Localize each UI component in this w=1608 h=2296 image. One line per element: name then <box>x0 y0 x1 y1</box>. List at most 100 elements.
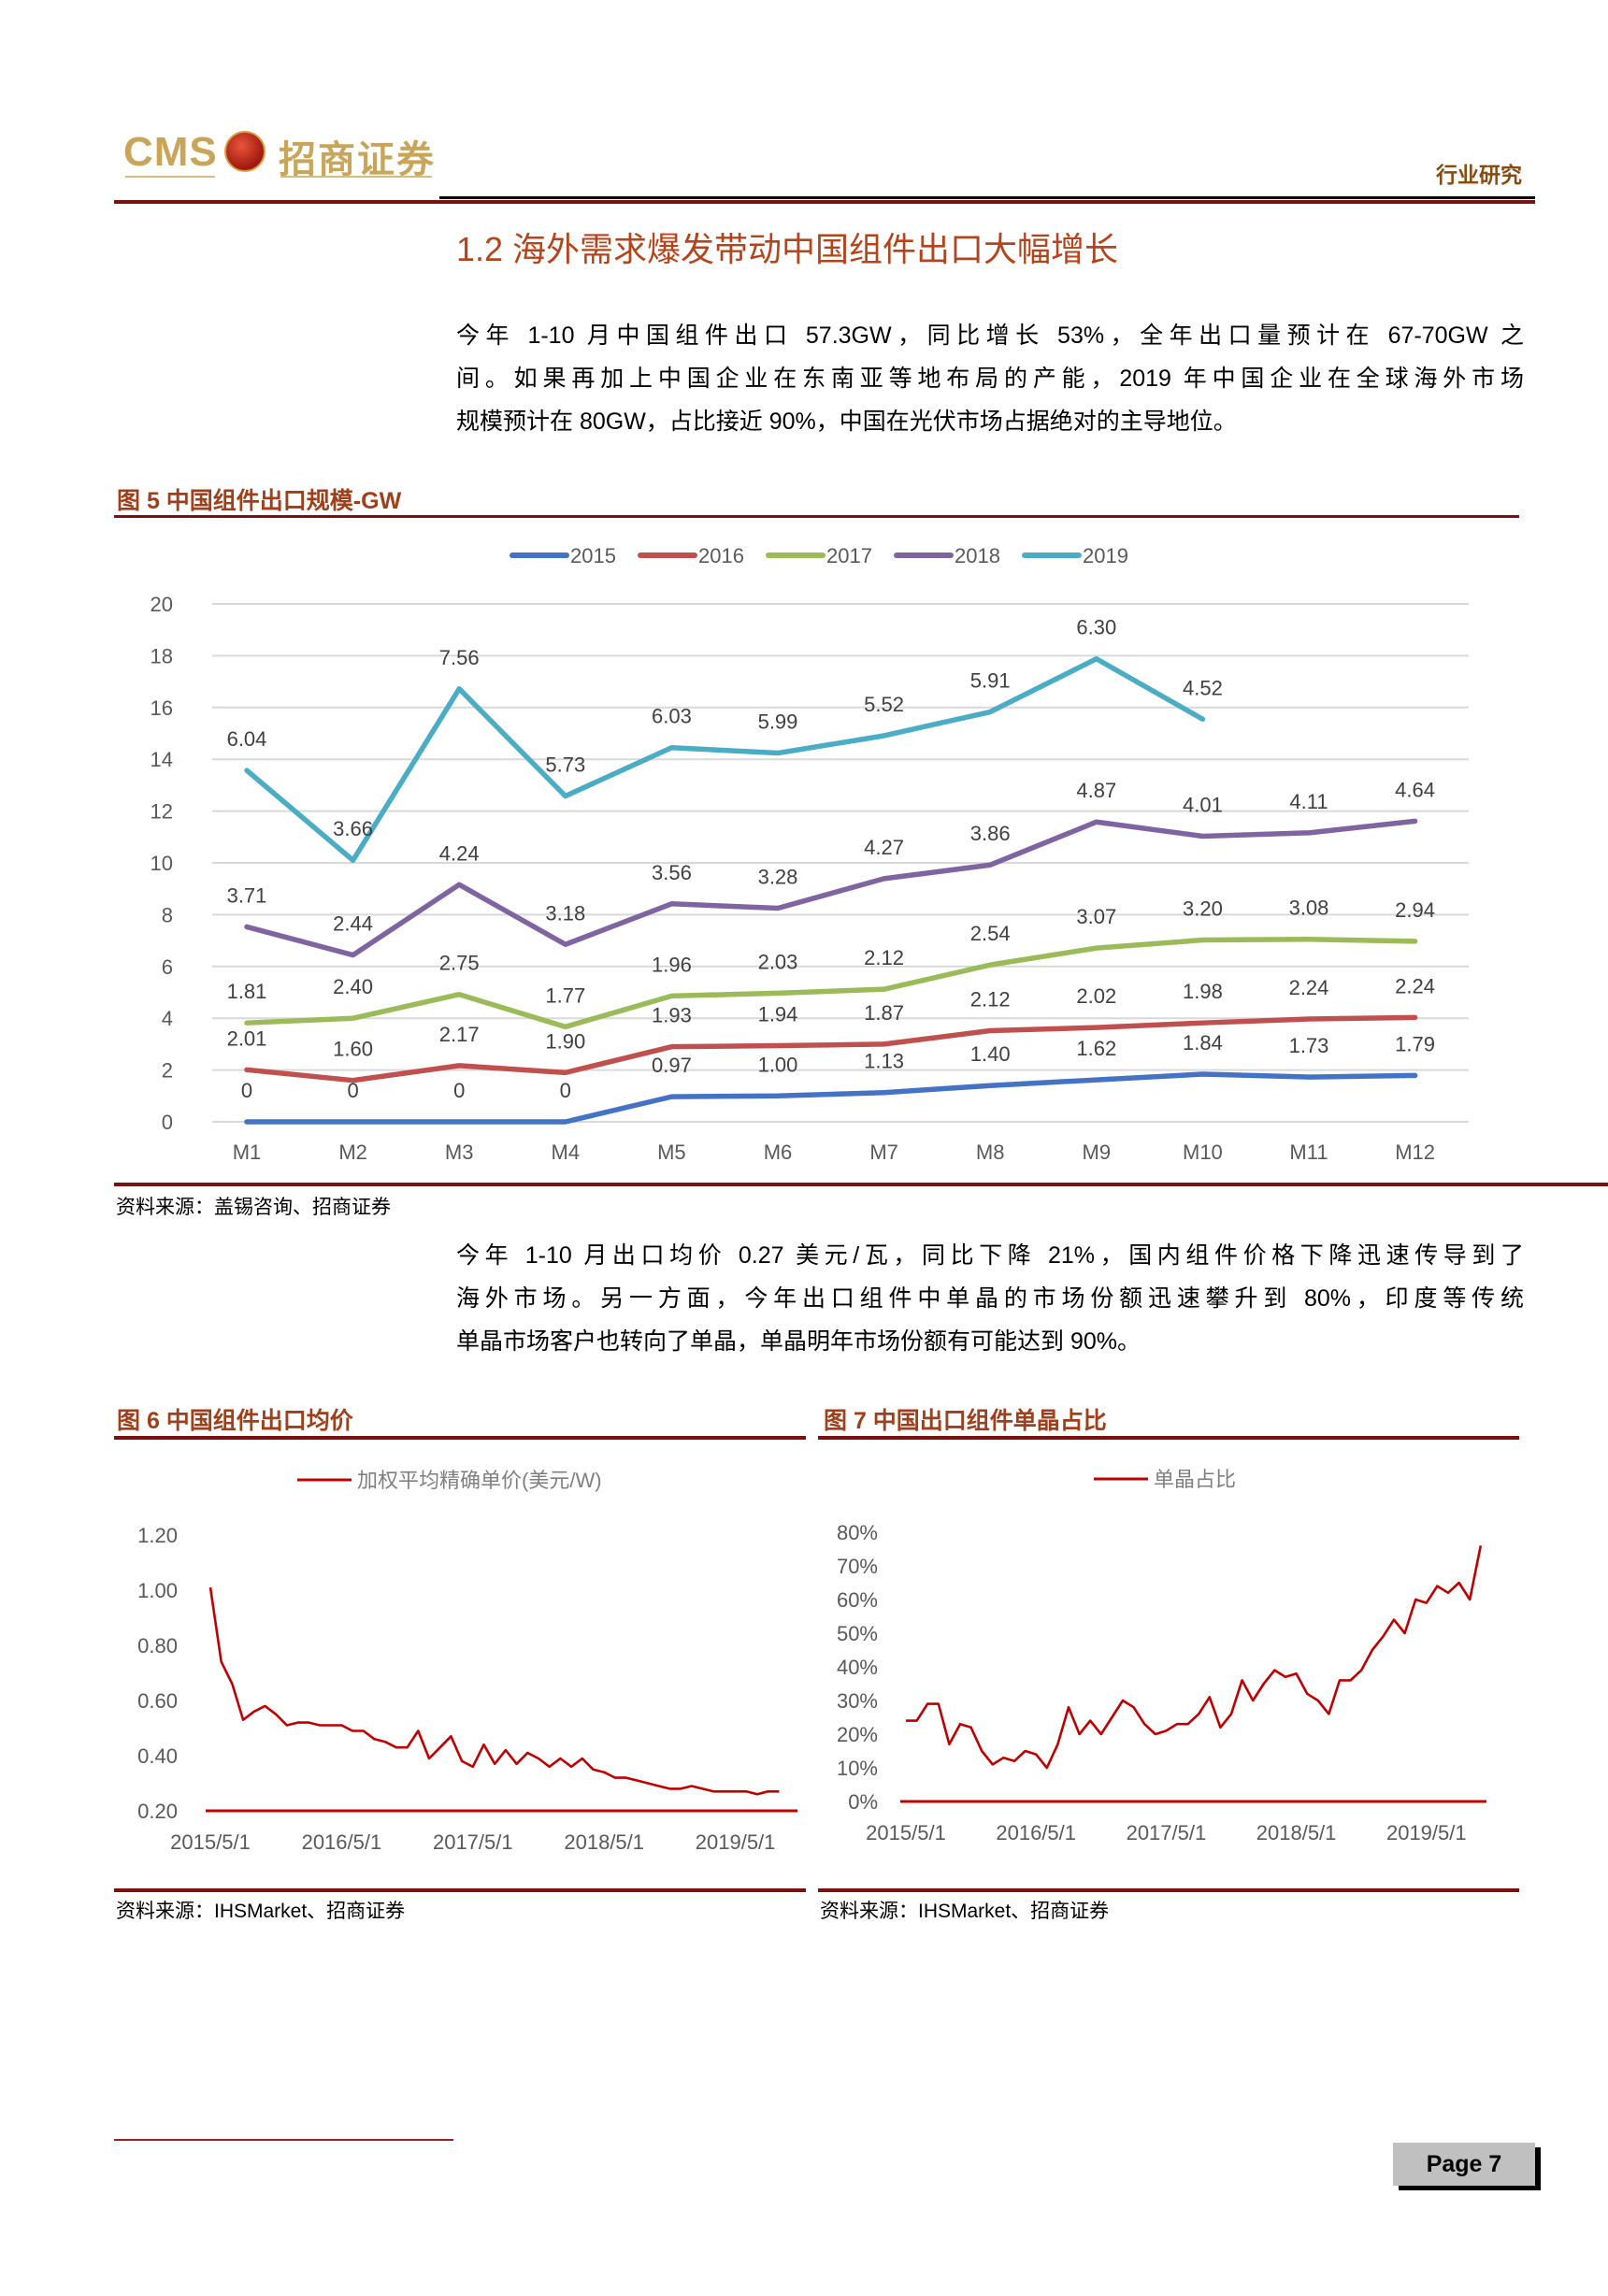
data-label: 6.03 <box>652 705 692 728</box>
series-line-2017 <box>244 936 1418 1030</box>
x-tick-label: 2017/5/1 <box>1127 1821 1207 1844</box>
data-label: 4.87 <box>1076 779 1116 802</box>
x-tick-label: M9 <box>1083 1141 1112 1164</box>
data-label: 1.90 <box>545 1029 585 1053</box>
data-label: 4.27 <box>864 836 904 859</box>
y-tick-label: 0% <box>848 1790 878 1814</box>
x-tick-label: 2016/5/1 <box>302 1830 382 1854</box>
data-label: 7.56 <box>439 646 480 669</box>
data-label: 2.12 <box>864 946 904 969</box>
x-tick-label: 2015/5/1 <box>866 1821 946 1844</box>
data-label: 1.81 <box>227 980 267 1003</box>
data-label: 2.75 <box>439 952 480 975</box>
paragraph-export-price: 今年 1-10 月出口均价 0.27 美元/瓦，同比下降 21%，国内组件价格下… <box>456 1234 1524 1363</box>
y-tick-label: 1.00 <box>137 1579 178 1602</box>
header-rule-red <box>114 200 1535 204</box>
fig7-title: 图 7 中国出口组件单晶占比 <box>824 1408 1107 1434</box>
fig5-source: 资料来源：盖锡咨询、招商证券 <box>116 1197 391 1218</box>
y-tick-label: 30% <box>837 1689 878 1713</box>
y-tick-label: 2 <box>162 1059 173 1083</box>
data-label: 1.00 <box>758 1053 798 1076</box>
x-tick-label: M3 <box>445 1141 474 1164</box>
fig5-bottom-rule <box>114 1183 1608 1186</box>
fig7-source: 资料来源：IHSMarket、招商证券 <box>820 1901 1110 1922</box>
logo-underline <box>125 176 215 178</box>
series-line <box>208 1586 780 1796</box>
data-label: 0 <box>241 1079 252 1102</box>
data-label: 0 <box>560 1079 571 1102</box>
logo-emblem-icon <box>224 131 266 172</box>
x-tick-label: M12 <box>1395 1141 1435 1164</box>
y-tick-label: 8 <box>162 903 173 926</box>
y-tick-label: 0 <box>162 1111 173 1134</box>
y-tick-label: 60% <box>837 1588 878 1612</box>
y-tick-label: 10% <box>837 1757 878 1780</box>
x-tick-label: M1 <box>233 1141 262 1164</box>
data-label: 1.87 <box>864 1001 904 1025</box>
fig7-chart: 0% 10% 20% 30% 40% 50% 60% 70% 80% 2015/5/1 2016/5… <box>837 1468 1486 1844</box>
data-label: 2.12 <box>970 987 1011 1011</box>
fig6-title-rule <box>114 1436 806 1440</box>
legend-label-2015: 2015 <box>570 544 616 567</box>
y-tick-label: 80% <box>837 1521 878 1544</box>
x-tick-label: M6 <box>764 1141 793 1164</box>
data-label: 4.01 <box>1183 793 1223 816</box>
legend-label-2018: 2018 <box>955 544 1000 567</box>
series-line-2018 <box>244 818 1418 958</box>
data-label: 1.84 <box>1183 1031 1223 1055</box>
x-tick-label: M8 <box>976 1141 1005 1164</box>
data-label: 5.99 <box>758 710 798 734</box>
data-label: 1.79 <box>1395 1032 1435 1055</box>
data-label: 4.52 <box>1183 676 1223 699</box>
fig5-chart: 0 2 4 6 8 10 12 14 16 18 20 M1 M2 M3 M4 M5 M6 M7 M8 M9 M10 M1… <box>151 544 1469 1164</box>
data-label: 6.04 <box>227 727 267 751</box>
logo-chinese-name: 招商证券 <box>279 139 436 180</box>
data-label: 2.44 <box>333 912 373 936</box>
y-tick-label: 16 <box>151 696 173 720</box>
paragraph-export-volume: 今年 1-10 月中国组件出口 57.3GW，同比增长 53%，全年出口量预计在… <box>456 314 1524 443</box>
data-label: 1.60 <box>333 1038 373 1061</box>
data-label: 5.91 <box>970 669 1011 693</box>
y-tick-label: 14 <box>151 748 173 771</box>
y-tick-label: 20% <box>837 1723 878 1746</box>
data-label: 1.98 <box>1183 980 1223 1003</box>
page-number: Page 7 <box>1393 2143 1535 2186</box>
y-tick-label: 4 <box>162 1007 173 1030</box>
fig7-bottom-rule <box>818 1888 1519 1892</box>
legend-label-2017: 2017 <box>826 544 872 567</box>
data-label: 1.94 <box>758 1003 798 1026</box>
data-label: 0 <box>453 1079 465 1102</box>
header-rule-dark <box>439 196 1535 199</box>
data-label: 3.18 <box>545 901 585 925</box>
y-tick-label: 70% <box>837 1555 878 1578</box>
paragraph-line: 间。如果再加上中国企业在东南亚等地布局的产能，2019 年中国企业在全球海外市场 <box>456 366 1524 392</box>
data-label: 4.64 <box>1395 778 1435 801</box>
data-label: 3.20 <box>1183 897 1223 921</box>
paragraph-line: 今年 1-10 月中国组件出口 57.3GW，同比增长 53%，全年出口量预计在… <box>456 323 1524 349</box>
data-label: 2.54 <box>970 922 1011 945</box>
y-tick-label: 20 <box>151 593 173 616</box>
data-label: 3.08 <box>1289 897 1329 920</box>
legend-label: 单晶占比 <box>1154 1468 1236 1491</box>
x-tick-label: M2 <box>338 1141 367 1164</box>
data-label: 2.01 <box>227 1026 267 1050</box>
x-tick-label: 2016/5/1 <box>996 1821 1076 1844</box>
x-tick-label: 2018/5/1 <box>1256 1821 1337 1844</box>
logo-cms-text: CMS <box>123 129 218 175</box>
y-tick-label: 6 <box>162 955 173 979</box>
data-label: 3.28 <box>758 865 798 888</box>
data-label: 1.13 <box>864 1050 904 1073</box>
fig6-chart: 0.20 0.40 0.60 0.80 1.00 1.20 2015/5/1 2016/5/1… <box>137 1469 797 1854</box>
x-tick-label: 2015/5/1 <box>170 1830 251 1854</box>
data-label: 1.40 <box>970 1042 1011 1066</box>
data-label: 2.17 <box>439 1023 480 1046</box>
footnote-rule <box>114 2139 453 2141</box>
data-label: 2.02 <box>1076 984 1116 1008</box>
y-tick-label: 1.20 <box>137 1524 178 1547</box>
paragraph-line: 规模预计在 80GW，占比接近 90%，中国在光伏市场占据绝对的主导地位。 <box>456 409 1237 435</box>
legend-label-2019: 2019 <box>1083 544 1128 567</box>
y-tick-label: 0.60 <box>137 1689 178 1713</box>
x-tick-label: M11 <box>1289 1141 1328 1164</box>
y-tick-label: 50% <box>837 1622 878 1645</box>
y-tick-label: 0.80 <box>137 1634 178 1657</box>
